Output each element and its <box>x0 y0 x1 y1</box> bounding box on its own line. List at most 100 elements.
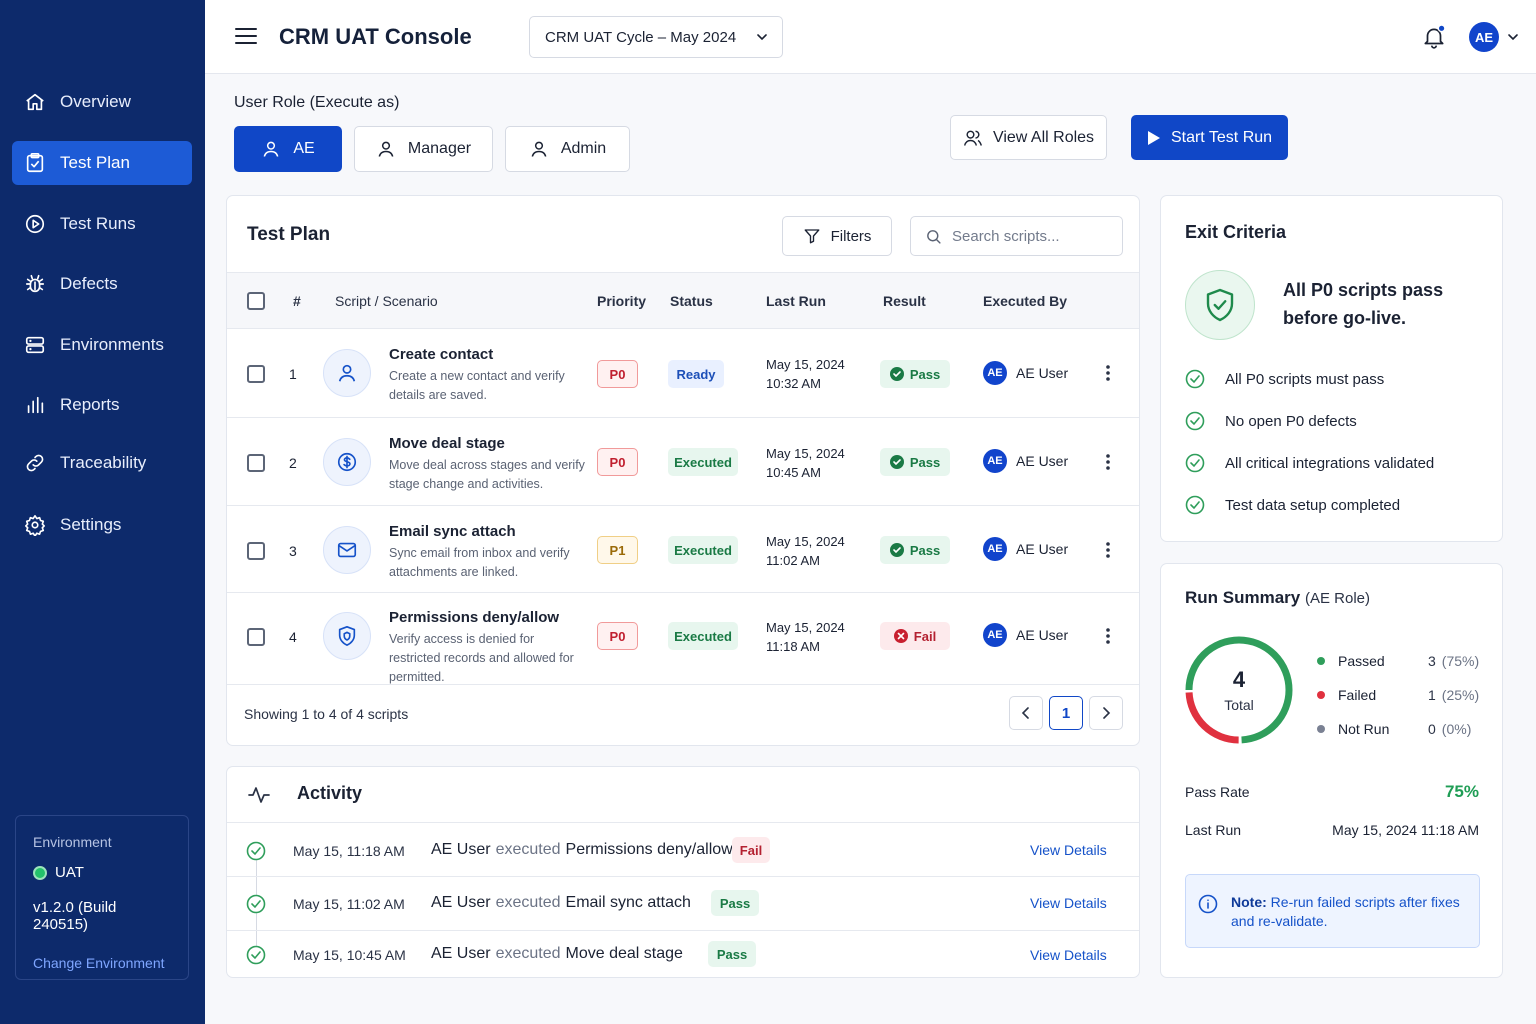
cycle-select[interactable]: CRM UAT Cycle – May 2024 <box>529 16 783 58</box>
row-checkbox[interactable] <box>247 542 265 560</box>
script-title[interactable]: Email sync attach <box>389 523 516 540</box>
script-description: Verify access is denied for restricted r… <box>389 632 574 684</box>
role-label: User Role (Execute as) <box>234 94 400 111</box>
row-checkbox[interactable] <box>247 628 265 646</box>
test-plan-title: Test Plan <box>247 224 331 245</box>
exit-criteria-card: Exit Criteria All P0 scripts pass before… <box>1160 195 1503 542</box>
gear-icon <box>24 514 46 536</box>
legend-passed: Passed 3 (75%) <box>1317 653 1479 669</box>
start-test-run-button[interactable]: Start Test Run <box>1131 115 1288 160</box>
more-options-icon[interactable] <box>1105 627 1111 645</box>
change-environment-link[interactable]: Change Environment <box>33 955 165 971</box>
table-row[interactable]: 2 Move deal stage Move deal across stage… <box>227 418 1139 506</box>
bug-icon <box>24 273 46 295</box>
select-all-checkbox[interactable] <box>247 292 265 310</box>
legend-dot <box>1317 657 1325 665</box>
more-options-icon[interactable] <box>1105 541 1111 559</box>
script-description: Move deal across stages and verify stage… <box>389 458 585 491</box>
criteria-item: Test data setup completed <box>1185 495 1400 515</box>
script-description: Create a new contact and verify details … <box>389 369 565 402</box>
role-manager-button[interactable]: Manager <box>354 126 493 172</box>
note-text: Re-run failed scripts after fixes and re… <box>1231 894 1460 929</box>
role-admin-button[interactable]: Admin <box>505 126 630 172</box>
check-circle-icon <box>1185 453 1205 473</box>
script-title[interactable]: Create contact <box>389 346 494 363</box>
priority-badge: P1 <box>597 536 638 564</box>
row-checkbox[interactable] <box>247 454 265 472</box>
start-test-run-label: Start Test Run <box>1170 128 1273 146</box>
script-title[interactable]: Move deal stage <box>389 435 505 452</box>
status-dot-icon <box>33 865 47 880</box>
role-ae-button[interactable]: AE <box>234 126 342 172</box>
users-icon <box>963 128 983 148</box>
sidebar-item-label: Environments <box>60 335 164 354</box>
sidebar-item-reports[interactable]: Reports <box>12 383 192 427</box>
sidebar-item-environments[interactable]: Environments <box>12 323 192 367</box>
more-options-icon[interactable] <box>1105 453 1111 471</box>
check-circle-icon <box>246 841 266 861</box>
activity-pulse-icon <box>247 783 271 807</box>
legend-name: Passed <box>1338 653 1385 669</box>
chevron-down-icon[interactable] <box>1507 31 1519 43</box>
sidebar-item-overview[interactable]: Overview <box>12 80 192 124</box>
executed-by: AE AE User <box>983 537 1068 561</box>
run-summary-card: Run Summary (AE Role) 4 Total Passed 3 (… <box>1160 563 1503 978</box>
next-page-button[interactable] <box>1089 696 1123 730</box>
activity-message: AE User executed Email sync attach <box>431 894 691 912</box>
table-row[interactable]: 3 Email sync attach Sync email from inbo… <box>227 506 1139 593</box>
last-run-time: 10:45 AM <box>766 465 821 480</box>
last-run-date: May 15, 2024 <box>766 620 845 635</box>
legend-count: 3 <box>1428 653 1436 669</box>
prev-page-button[interactable] <box>1009 696 1043 730</box>
activity-title: Activity <box>297 783 363 803</box>
avatar: AE <box>983 449 1007 473</box>
legend-count: 1 <box>1428 687 1436 703</box>
check-circle-icon <box>889 455 904 469</box>
sidebar-item-defects[interactable]: Defects <box>12 262 192 306</box>
table-row[interactable]: 1 Create contact Create a new contact an… <box>227 329 1139 418</box>
more-options-icon[interactable] <box>1105 364 1111 382</box>
user-icon <box>529 139 549 159</box>
dollar-icon <box>323 438 371 486</box>
view-details-link[interactable]: View Details <box>1030 895 1107 911</box>
row-number: 1 <box>289 366 297 382</box>
activity-time: May 15, 10:45 AM <box>293 947 406 963</box>
status-badge: Executed <box>668 536 738 564</box>
legend-dot <box>1317 725 1325 733</box>
search-input[interactable] <box>952 227 1112 245</box>
donut-center: 4 Total <box>1183 634 1295 746</box>
activity-time: May 15, 11:18 AM <box>293 843 405 859</box>
environment-label: Environment <box>33 834 112 850</box>
shield-icon <box>323 612 371 660</box>
page-button[interactable]: 1 <box>1049 696 1083 730</box>
legend-percent: (75%) <box>1441 653 1480 669</box>
result-label: Pass <box>909 454 941 470</box>
top-header: CRM UAT Console CRM UAT Cycle – May 2024… <box>205 0 1536 74</box>
view-details-link[interactable]: View Details <box>1030 842 1107 858</box>
row-checkbox[interactable] <box>247 365 265 383</box>
last-run: May 15, 2024 11:18 AM <box>766 618 845 656</box>
link-icon <box>24 452 46 474</box>
menu-icon[interactable] <box>235 27 257 45</box>
last-run: May 15, 2024 10:32 AM <box>766 355 845 393</box>
sidebar-item-test-plan[interactable]: Test Plan <box>12 141 192 185</box>
column-header: Status <box>670 293 713 309</box>
shield-check-icon <box>1185 270 1255 340</box>
activity-actor: AE User <box>431 841 491 858</box>
user-icon <box>323 349 371 397</box>
play-circle-icon <box>24 213 46 235</box>
sidebar-item-settings[interactable]: Settings <box>12 503 192 547</box>
notification-bell-icon[interactable] <box>1421 24 1447 50</box>
sidebar-item-test-runs[interactable]: Test Runs <box>12 202 192 246</box>
view-all-roles-button[interactable]: View All Roles <box>950 115 1107 160</box>
script-title[interactable]: Permissions deny/allow <box>389 609 560 626</box>
sidebar-item-traceability[interactable]: Traceability <box>12 441 192 485</box>
filters-button[interactable]: Filters <box>782 216 892 256</box>
sidebar-item-label: Overview <box>60 92 131 111</box>
table-row[interactable]: 4 Permissions deny/allow Verify access i… <box>227 593 1139 685</box>
executed-by-name: AE User <box>1016 627 1069 643</box>
column-header: # <box>293 293 301 309</box>
user-avatar[interactable]: AE <box>1469 22 1499 52</box>
row-number: 2 <box>289 455 297 471</box>
view-details-link[interactable]: View Details <box>1030 947 1107 963</box>
